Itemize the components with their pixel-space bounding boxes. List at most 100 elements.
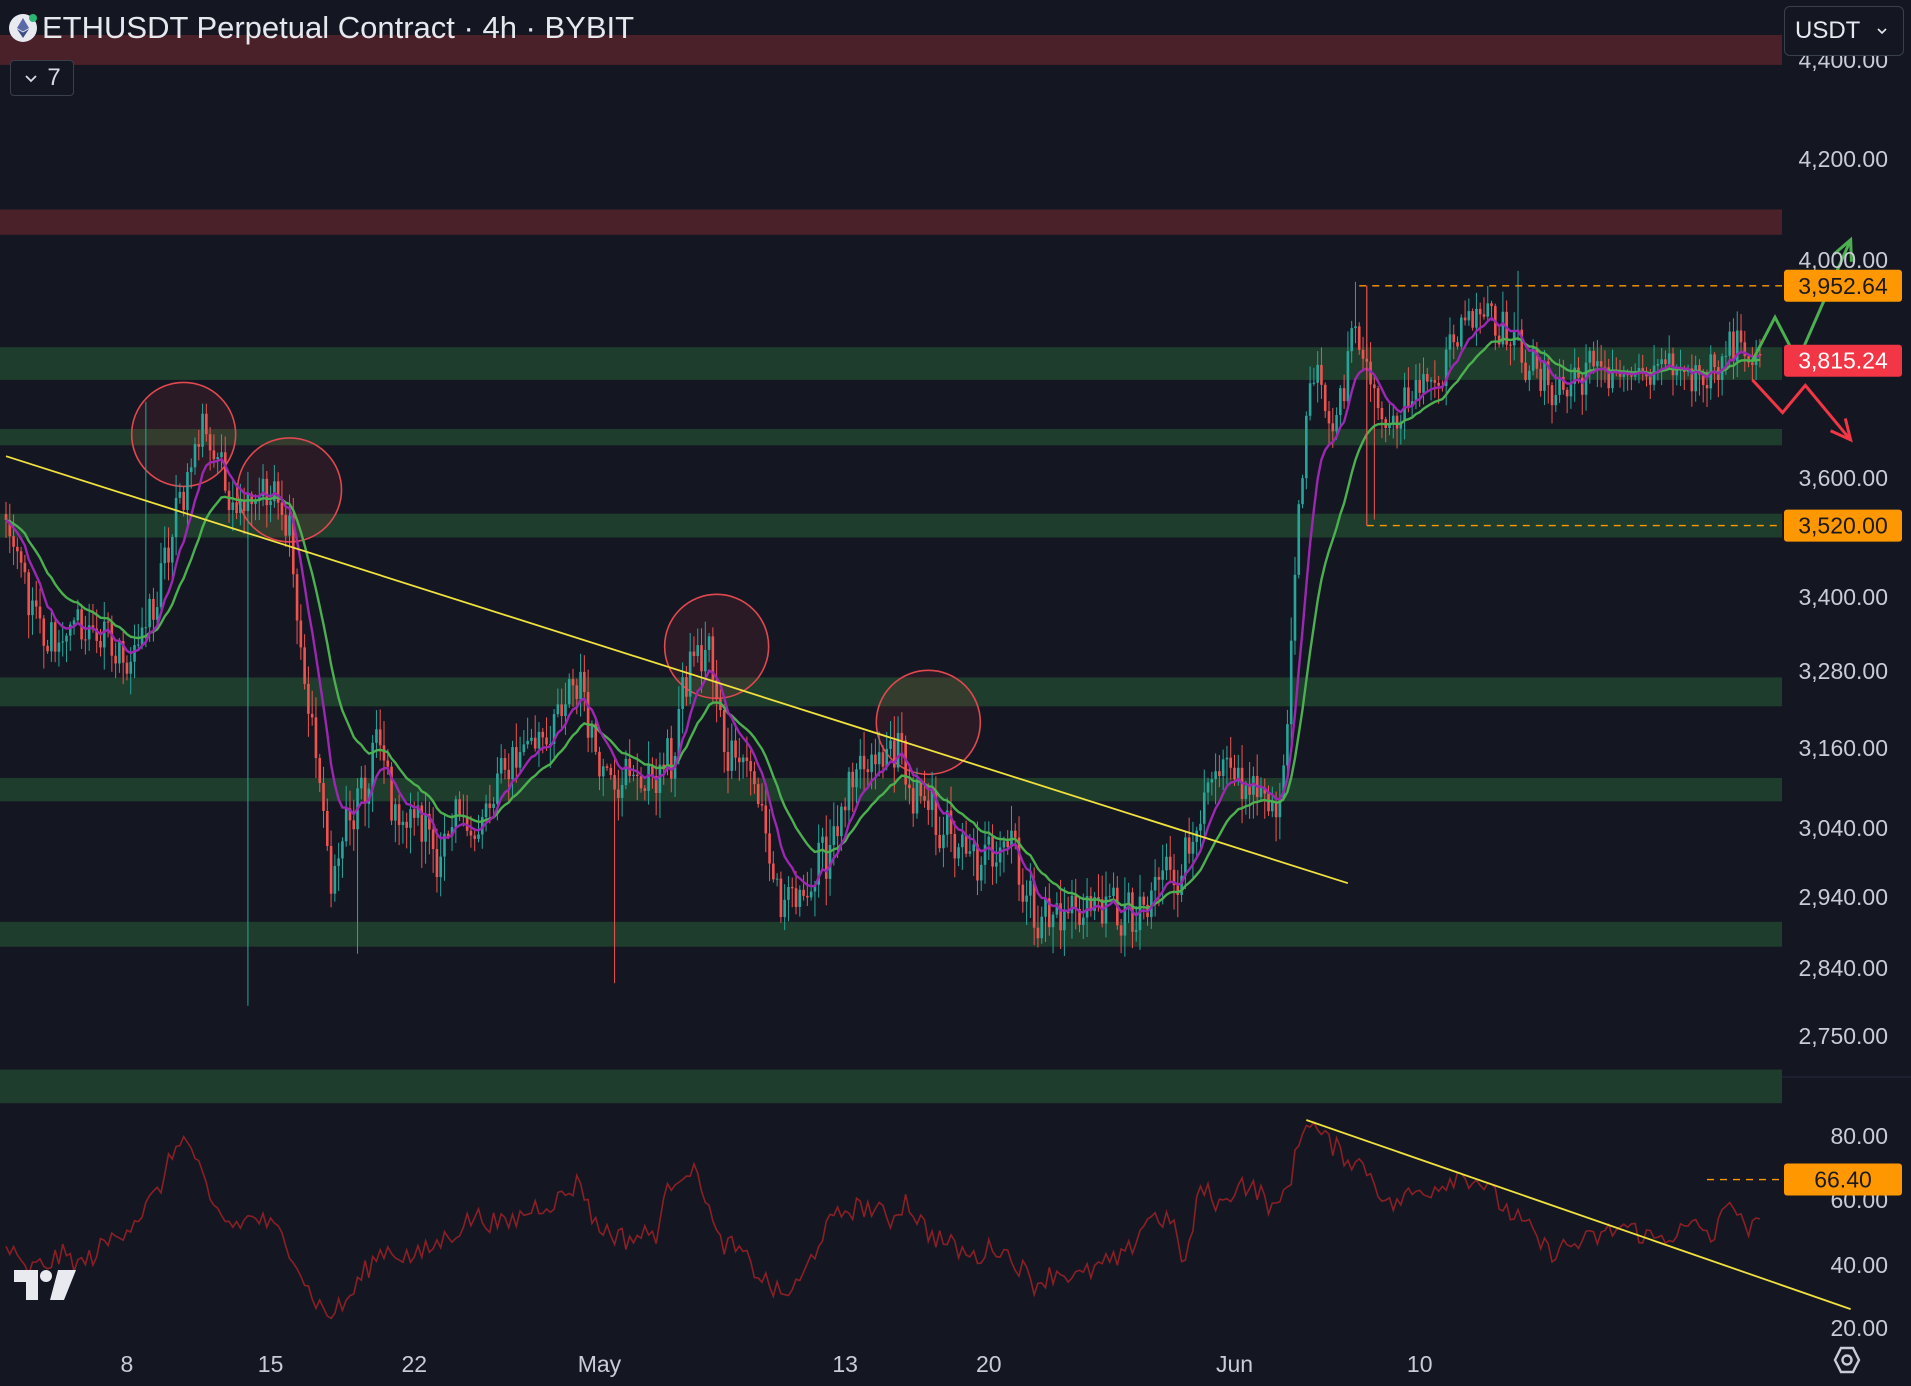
candle-body: [133, 645, 136, 662]
candle-body: [828, 844, 832, 879]
indicators-toggle-button[interactable]: 7: [10, 60, 74, 96]
candle-body: [420, 805, 424, 842]
candle-body: [1596, 361, 1599, 367]
candle-body: [503, 758, 507, 770]
candle-body: [889, 740, 892, 749]
candle-body: [1051, 914, 1055, 928]
settings-gear-icon[interactable]: [1832, 1345, 1862, 1375]
candle-body: [1425, 374, 1429, 382]
candle-body: [1641, 368, 1645, 372]
chevron-down-icon: [1877, 28, 1887, 35]
candle-body: [178, 491, 182, 498]
time-tick-label: 10: [1407, 1351, 1433, 1377]
candle-body: [163, 547, 167, 564]
candle-body: [326, 810, 329, 847]
candle-body: [526, 740, 529, 745]
candle-body: [288, 515, 291, 536]
candle-body: [1142, 896, 1146, 905]
candle-body: [806, 895, 809, 898]
candle-body: [231, 502, 235, 511]
candle-body: [1021, 884, 1025, 902]
candle-body: [938, 834, 941, 849]
candle-body: [915, 782, 919, 814]
candle-body: [1467, 311, 1471, 321]
candle-body: [571, 679, 575, 686]
candle-body: [1497, 335, 1501, 345]
candle-body: [609, 767, 613, 776]
candle-body: [1323, 384, 1327, 412]
candle-body: [877, 752, 881, 765]
candle-body: [1327, 411, 1331, 424]
candle-body: [843, 806, 847, 811]
candle-body: [1724, 355, 1728, 357]
candle-body: [1743, 342, 1747, 357]
candle-body: [1403, 387, 1406, 422]
price-tick-label: 2,940.00: [1798, 884, 1888, 910]
candle-body: [496, 773, 499, 804]
candle-body: [545, 737, 548, 745]
candle-body: [651, 764, 654, 777]
candle-body: [855, 769, 858, 788]
candle-body: [1191, 841, 1195, 854]
candle-body: [896, 732, 900, 768]
candle-body: [1656, 364, 1660, 366]
candle-body: [205, 413, 208, 435]
candle-body: [155, 607, 159, 620]
tradingview-logo-icon[interactable]: [14, 1268, 78, 1302]
candle-body: [749, 761, 752, 772]
candle-body: [870, 754, 873, 773]
candle-body: [265, 478, 269, 506]
candle-body: [961, 834, 964, 848]
candle-body: [291, 515, 295, 575]
candle-body: [1475, 308, 1478, 328]
candle-body: [329, 846, 333, 894]
candle-body: [1422, 374, 1425, 393]
currency-select[interactable]: USDT: [1784, 6, 1904, 56]
candle-body: [1119, 925, 1123, 936]
candle-body: [1168, 856, 1172, 870]
candle-body: [1312, 382, 1316, 384]
candle-body: [1478, 308, 1482, 315]
candle-body: [1335, 415, 1338, 432]
candle-body: [1282, 765, 1285, 798]
candle-body: [579, 671, 582, 699]
rsi-tick-label: 20.00: [1830, 1315, 1888, 1341]
candle-body: [1150, 890, 1153, 918]
candle-body: [692, 651, 696, 657]
candle-body: [424, 813, 427, 842]
candle-body: [254, 499, 257, 505]
candle-body: [639, 776, 643, 789]
candle-body: [1199, 823, 1202, 831]
candle-body: [1161, 870, 1164, 880]
candle-body: [908, 784, 911, 789]
candle-body: [972, 844, 975, 852]
candle-body: [537, 731, 541, 749]
last-price-badge: 3,815.24: [1798, 348, 1888, 374]
candle-body: [428, 813, 431, 830]
candle-body: [919, 782, 923, 797]
candle-body: [624, 758, 628, 785]
candle-body: [27, 572, 30, 616]
candle-body: [1573, 367, 1576, 384]
candle-body: [1543, 361, 1546, 391]
candle-body: [443, 833, 446, 857]
bullish-scenario-arrow-head: [1832, 236, 1853, 262]
rsi-trendline: [1306, 1119, 1851, 1310]
candle-body: [1059, 903, 1062, 931]
candle-body: [685, 677, 688, 697]
candle-body: [394, 804, 397, 821]
candle-body: [1720, 356, 1724, 380]
candle-body: [1123, 903, 1127, 936]
candle-body: [1690, 368, 1694, 392]
price-tick-label: 3,400.00: [1798, 584, 1888, 610]
candle-body: [310, 713, 314, 718]
candle-body: [1006, 841, 1009, 848]
candle-body: [46, 645, 49, 652]
candle-body: [390, 766, 393, 821]
candle-body: [893, 740, 896, 768]
candle-body: [1701, 374, 1705, 386]
candle-body: [250, 493, 253, 505]
candle-body: [1565, 389, 1569, 397]
highlight-circle: [130, 381, 237, 488]
